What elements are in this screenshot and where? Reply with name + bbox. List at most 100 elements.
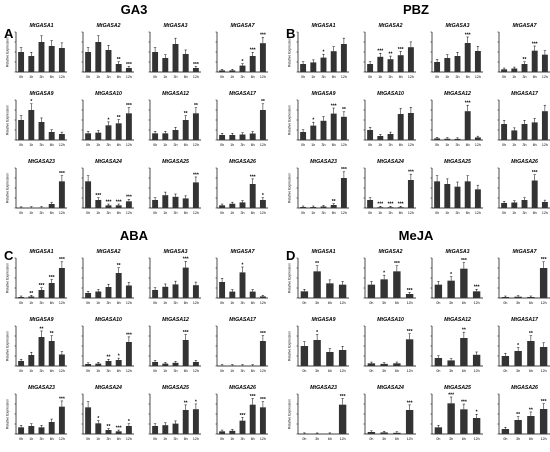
x-tick-label: 3h	[456, 75, 460, 79]
significance-label: *	[30, 99, 32, 105]
gene-title: MtGASA23	[310, 159, 337, 165]
gene-title: MtGASA7	[513, 249, 538, 255]
bar	[310, 125, 317, 140]
x-tick-label: 1h	[445, 211, 449, 215]
bar	[192, 113, 199, 140]
significance-label: ***	[193, 62, 199, 68]
x-tick-label: 12h	[542, 143, 548, 147]
x-tick-label: 12h	[260, 75, 266, 79]
x-tick-label: 6h	[328, 437, 332, 441]
x-tick-label: 1h	[29, 369, 33, 373]
bar	[115, 360, 122, 366]
significance-label: **	[184, 400, 188, 406]
bar	[229, 365, 236, 366]
bar	[249, 133, 256, 140]
bar	[338, 404, 347, 434]
bar	[172, 423, 179, 434]
bar	[464, 181, 471, 208]
x-tick-label: 12h	[407, 301, 413, 305]
bar	[387, 59, 394, 72]
bar	[95, 363, 102, 366]
significance-label: ***	[126, 103, 132, 109]
x-tick-label: 3h	[107, 75, 111, 79]
bar	[38, 427, 45, 434]
x-tick-label: 3h	[107, 369, 111, 373]
significance-label: ***	[183, 330, 189, 336]
significance-label: *	[242, 59, 244, 65]
bar	[320, 120, 327, 140]
significance-label: ***	[126, 62, 132, 68]
x-tick-label: 12h	[59, 437, 65, 441]
x-tick-label: 3h	[40, 369, 44, 373]
bar	[511, 68, 518, 72]
bar	[95, 200, 102, 208]
bar	[444, 184, 451, 208]
bar	[310, 207, 317, 208]
significance-label: **	[529, 407, 533, 413]
x-tick-label: 0h	[503, 369, 507, 373]
bar	[85, 52, 92, 72]
bar	[387, 207, 394, 208]
x-tick-label: 6h	[117, 437, 121, 441]
x-tick-label: 6h	[462, 437, 466, 441]
panel-title: PBZ	[403, 2, 429, 17]
bar	[310, 62, 317, 72]
bar	[192, 285, 199, 298]
gene-chart-mtgasa17: MtGASA17 0h 1h 3h 6h *** 12h	[215, 317, 268, 373]
gene-title: MtGASA3	[446, 23, 470, 29]
significance-label: ***	[106, 199, 112, 205]
gene-title: MtGASA23	[28, 159, 55, 165]
gene-chart-mtgasa1: MtGASA1 Relative Expression 0h ** 1h *** 3h ***…	[6, 249, 67, 305]
gene-chart-mtgasa3: MtGASA3 0h 1h 3h *** 6h 12h	[148, 249, 201, 305]
gene-chart-mtgasa23: MtGASA23 Relative Expression 0h 1h 3h ** 6h ***…	[288, 159, 349, 215]
x-tick-label: 12h	[340, 437, 346, 441]
significance-label: *	[242, 262, 244, 268]
significance-label: ***	[388, 202, 394, 208]
x-tick-label: 3h	[516, 301, 520, 305]
significance-label: ***	[250, 48, 256, 54]
gene-title: MtGASA25	[444, 385, 471, 391]
x-tick-label: 6h	[184, 143, 188, 147]
bar	[239, 365, 246, 366]
bar	[48, 283, 55, 298]
significance-label: ***	[250, 174, 256, 180]
gene-title: MtGASA1	[312, 249, 336, 255]
x-tick-label: 3h	[389, 75, 393, 79]
panel-title: ABA	[119, 228, 149, 243]
x-tick-label: 12h	[193, 211, 199, 215]
x-tick-label: 12h	[193, 369, 199, 373]
gene-chart-mtgasa7: MtGASA7 0h 1h * 3h 6h 12h	[215, 249, 268, 305]
x-tick-label: 3h	[315, 437, 319, 441]
x-tick-label: 12h	[407, 369, 413, 373]
gene-chart-mtgasa24: MtGASA24 0h *** 1h *** 3h *** 6h *** 12h	[81, 159, 134, 215]
bar	[501, 69, 508, 72]
bar	[330, 51, 337, 72]
gene-title: MtGASA26	[229, 159, 256, 165]
x-tick-label: 12h	[474, 301, 480, 305]
x-tick-label: 12h	[126, 211, 132, 215]
gene-chart-mtgasa24: MtGASA24 0h * 1h ** 3h *** 6h * 12h	[81, 385, 134, 441]
bar	[85, 181, 92, 208]
significance-label: *	[195, 399, 197, 405]
bar	[338, 284, 347, 298]
bar	[182, 410, 189, 434]
x-tick-label: 6h	[117, 143, 121, 147]
gene-title: MtGASA7	[231, 249, 256, 255]
bar	[454, 186, 461, 208]
x-tick-label: 1h	[96, 211, 100, 215]
gene-title: MtGASA3	[164, 23, 188, 29]
bar	[501, 429, 510, 434]
bar	[115, 123, 122, 140]
x-tick-label: 1h	[163, 75, 167, 79]
gene-title: MtGASA10	[377, 317, 404, 323]
x-tick-label: 12h	[542, 211, 548, 215]
significance-label: ***	[49, 275, 55, 281]
panel-letter: D	[286, 248, 296, 263]
gene-title: MtGASA17	[229, 91, 257, 97]
bar	[367, 200, 374, 208]
y-axis-label: Relative Expression	[6, 37, 10, 67]
bar	[58, 181, 65, 208]
x-tick-label: 1h	[230, 211, 234, 215]
bar	[48, 132, 55, 140]
x-tick-label: 0h	[19, 211, 23, 215]
